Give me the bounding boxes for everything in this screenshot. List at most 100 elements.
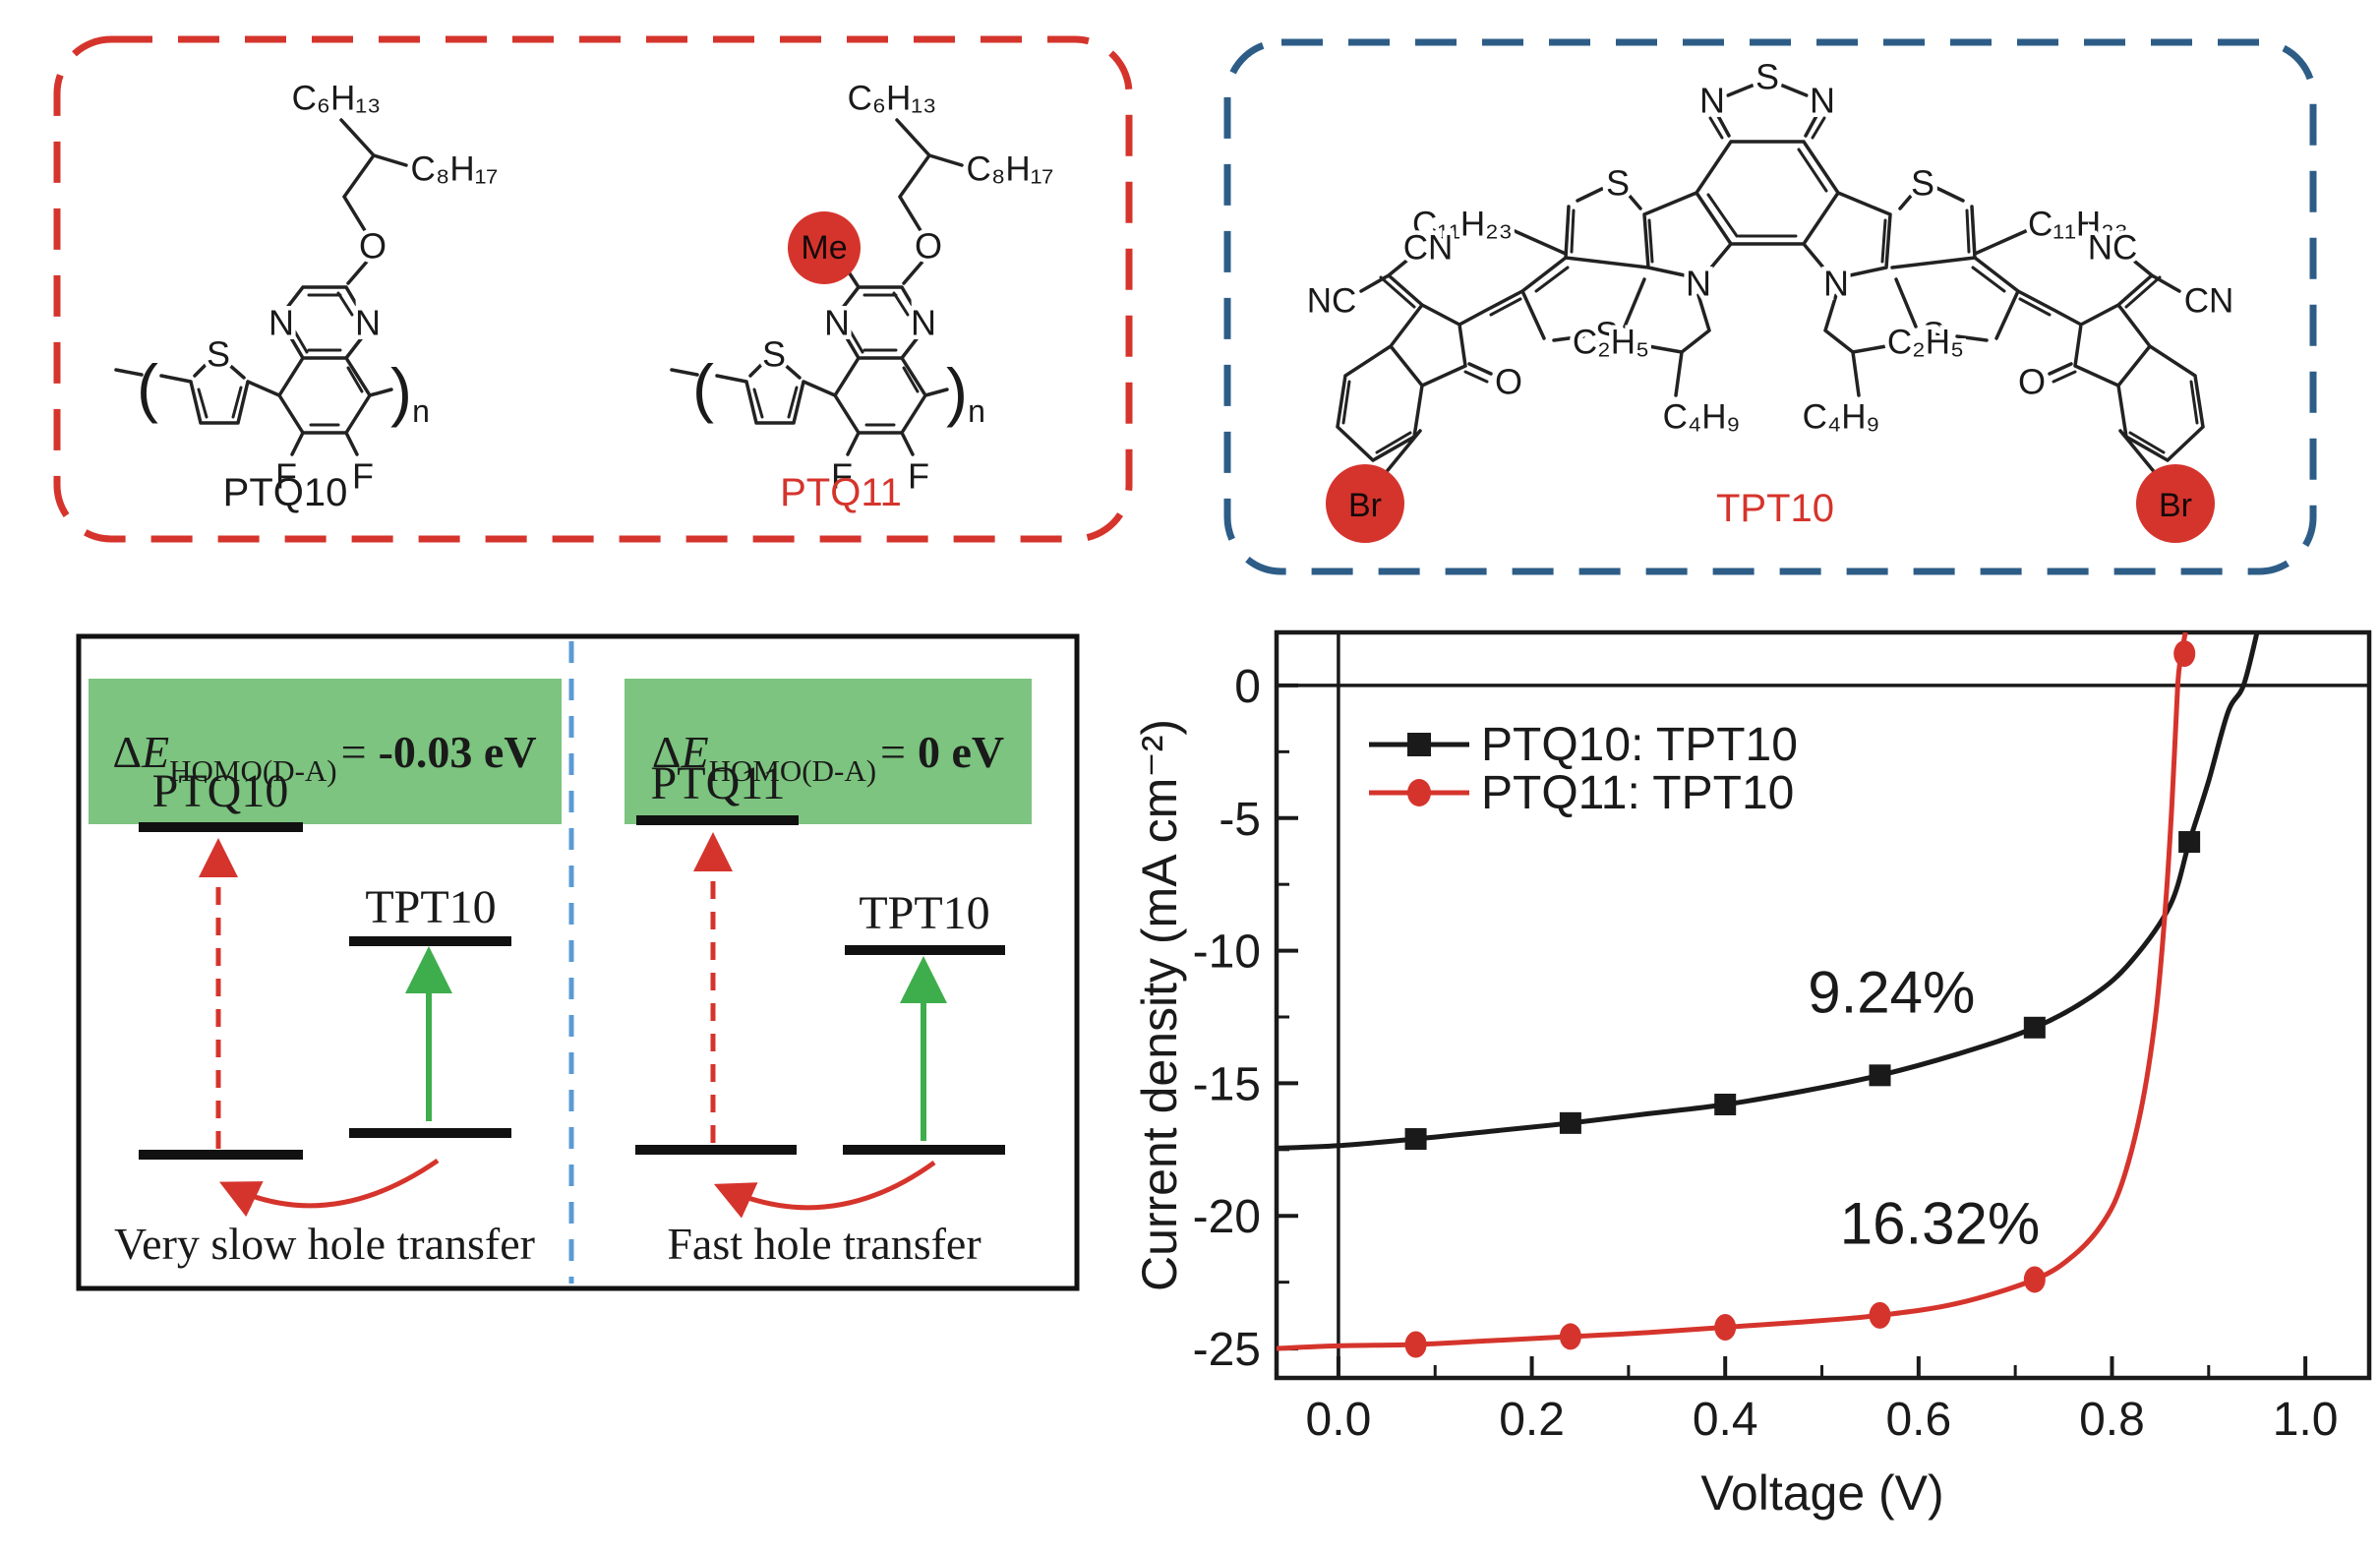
legend-label-1: PTQ11: TPT10 — [1481, 767, 1794, 819]
series-1-marker — [2023, 1266, 2046, 1293]
tpt10-sulfur-lowerright-label: S — [1922, 315, 1945, 355]
level-label-ptq10: PTQ10 — [152, 765, 289, 817]
energy-diagram: ΔEHOMO(D-A)= -0.03 eV ΔEHOMO(D-A)= 0 eV PT… — [76, 633, 1080, 1291]
tpt10-structure: S N N S S S S N N C₁₁H₂₃ C₁₁H₂₃ C₂H₅ C₂H… — [1302, 52, 2238, 543]
ptq10-name-label: PTQ10 — [223, 471, 348, 514]
ptq10-sulfur-label: S — [207, 334, 230, 375]
x-tick-label: 0.2 — [1499, 1394, 1565, 1446]
x-tick-label: 0.0 — [1306, 1394, 1372, 1446]
e-symbol: E — [680, 727, 708, 777]
x-tick-label: 0.4 — [1693, 1394, 1758, 1446]
chart-plot-area: 0.0 0.2 0.4 0.6 0.8 1.0 0 -5 -10 -15 -20 -25 PTQ10: … — [1193, 629, 2372, 1446]
br-circle-left — [1326, 464, 1404, 543]
tpt10-nc-right: NC — [2088, 229, 2138, 268]
ptq11-name-label: PTQ11 — [780, 471, 902, 514]
series-0-marker — [2178, 831, 2201, 854]
homo-subscript: HOMO(D-A) — [709, 753, 876, 788]
energy-header-right-bg — [625, 679, 1032, 824]
tpt10-c4h9-left: C₄H₉ — [1663, 398, 1741, 437]
tpt10-cn-left: CN — [1403, 229, 1454, 268]
hole-transfer-curve-right — [713, 1160, 936, 1219]
y-tick-label: -15 — [1193, 1058, 1261, 1110]
legend-marker-0 — [1407, 733, 1431, 756]
ptq10-sidechain-c6h13: C₆H₁₃ — [292, 80, 382, 118]
series-0-marker — [1714, 1093, 1737, 1115]
level-label-ptq11: PTQ11 — [651, 757, 786, 809]
ptq10-bracket-left: ( — [137, 351, 158, 424]
tpt10-cn-right: CN — [2184, 282, 2234, 321]
y-axis-title: Current density (mA cm⁻²) — [1132, 719, 1187, 1291]
tpt10-nc-left: NC — [1307, 282, 1357, 321]
ptq11-fluorine-left-label: F — [831, 456, 853, 497]
ptq10-bonds — [114, 118, 408, 456]
caption-right: Fast hole transfer — [667, 1219, 981, 1269]
e-symbol: E — [141, 727, 169, 777]
tpt10-name-label: TPT10 — [1716, 487, 1834, 530]
x-tick-label: 0.6 — [1885, 1394, 1951, 1446]
tpt10-c2h5-left: C₂H₅ — [1573, 324, 1649, 362]
ptq11-oxygen-label: O — [915, 226, 942, 267]
ptq11-sidechain-c6h13: C₆H₁₃ — [848, 80, 937, 118]
donor-box-outline — [53, 35, 1133, 543]
energy-header-right: ΔEHOMO(D-A)= 0 eV — [652, 727, 1004, 788]
ptq11-nitrogen-right-label: N — [911, 303, 936, 343]
ptq10-double-bonds — [197, 291, 364, 427]
ptq10-fluorine-left-label: F — [275, 456, 297, 497]
ptq10-repeat-index: n — [412, 393, 430, 429]
ptq11-sulfur-label: S — [762, 334, 786, 375]
pce-annotation-0: 9.24% — [1808, 960, 1975, 1026]
delta-symbol: Δ — [652, 727, 682, 777]
homo-subscript: HOMO(D-A) — [169, 753, 336, 788]
ptq11-bonds — [670, 118, 964, 456]
y-tick-label: -20 — [1193, 1191, 1261, 1243]
ptq11-repeat-index: n — [968, 393, 985, 429]
caption-left: Very slow hole transfer — [114, 1219, 535, 1269]
ptq10-oxygen-label: O — [359, 226, 387, 267]
series-curve-0 — [1277, 632, 2260, 1151]
ptq10-structure: C₆H₁₃ C₈H₁₇ O N N S F F ( ) n PTQ10 — [114, 75, 503, 514]
ptq10-nitrogen-right-label: N — [355, 303, 381, 343]
me-circle — [788, 211, 861, 284]
tpt10-c2h5-right: C₂H₅ — [1887, 324, 1964, 362]
equals-sign: = — [880, 727, 906, 777]
y-tick-label: -25 — [1193, 1324, 1261, 1376]
pce-annotation-1: 16.32% — [1840, 1190, 2041, 1256]
br-circle-right — [2136, 464, 2215, 543]
x-tick-label: 0.8 — [2079, 1394, 2145, 1446]
y-tick-label: -10 — [1193, 926, 1261, 979]
series-0-marker — [1559, 1111, 1581, 1134]
ptq11-double-bonds — [752, 291, 920, 427]
tpt10-double-bonds — [1341, 116, 2199, 454]
equals-sign: = — [341, 727, 367, 777]
tpt10-oxygen-left-label: O — [1495, 362, 1522, 402]
y-tick-label: 0 — [1234, 661, 1261, 713]
series-1-marker — [2173, 640, 2196, 668]
tpt10-br-left-label: Br — [1348, 487, 1382, 524]
tpt10-c11h23-left: C₁₁H₂₃ — [1412, 206, 1513, 244]
tpt10-bonds — [1336, 83, 2205, 488]
tpt10-c4h9-right: C₄H₉ — [1803, 398, 1880, 437]
ptq10-sidechain-c8h17: C₈H₁₇ — [411, 150, 499, 189]
offset-value: -0.03 eV — [379, 727, 537, 777]
energy-header-left-bg — [89, 679, 562, 824]
energy-header-left: ΔEHOMO(D-A)= -0.03 eV — [112, 727, 536, 788]
delta-symbol: Δ — [112, 727, 142, 777]
ptq10-nitrogen-left-label: N — [268, 303, 294, 343]
legend-marker-1 — [1407, 779, 1431, 806]
level-label-tpt10-right-panel: TPT10 — [859, 887, 989, 939]
ptq11-structure: Me C₆H₁₃ C₈H₁₇ O N N S F F ( ) n PTQ11 — [670, 75, 1058, 514]
series-0-marker — [1869, 1064, 1891, 1087]
ptq11-bracket-right: ) — [946, 355, 968, 428]
tpt10-oxygen-right-label: O — [2018, 362, 2046, 402]
tpt10-sulfur-lowerleft-label: S — [1595, 315, 1619, 355]
legend-label-0: PTQ10: TPT10 — [1481, 719, 1798, 771]
ptq11-bracket-left: ( — [692, 351, 714, 424]
ptq11-nitrogen-left-label: N — [824, 303, 850, 343]
tpt10-sulfur-upperright-label: S — [1911, 163, 1934, 204]
tpt10-nitrogen-topright-label: N — [1810, 81, 1835, 121]
jv-chart: Voltage (V) Current density (mA cm⁻²) 0.… — [1132, 629, 2372, 1521]
offset-value: 0 eV — [918, 727, 1004, 777]
series-1-marker — [1869, 1301, 1891, 1329]
